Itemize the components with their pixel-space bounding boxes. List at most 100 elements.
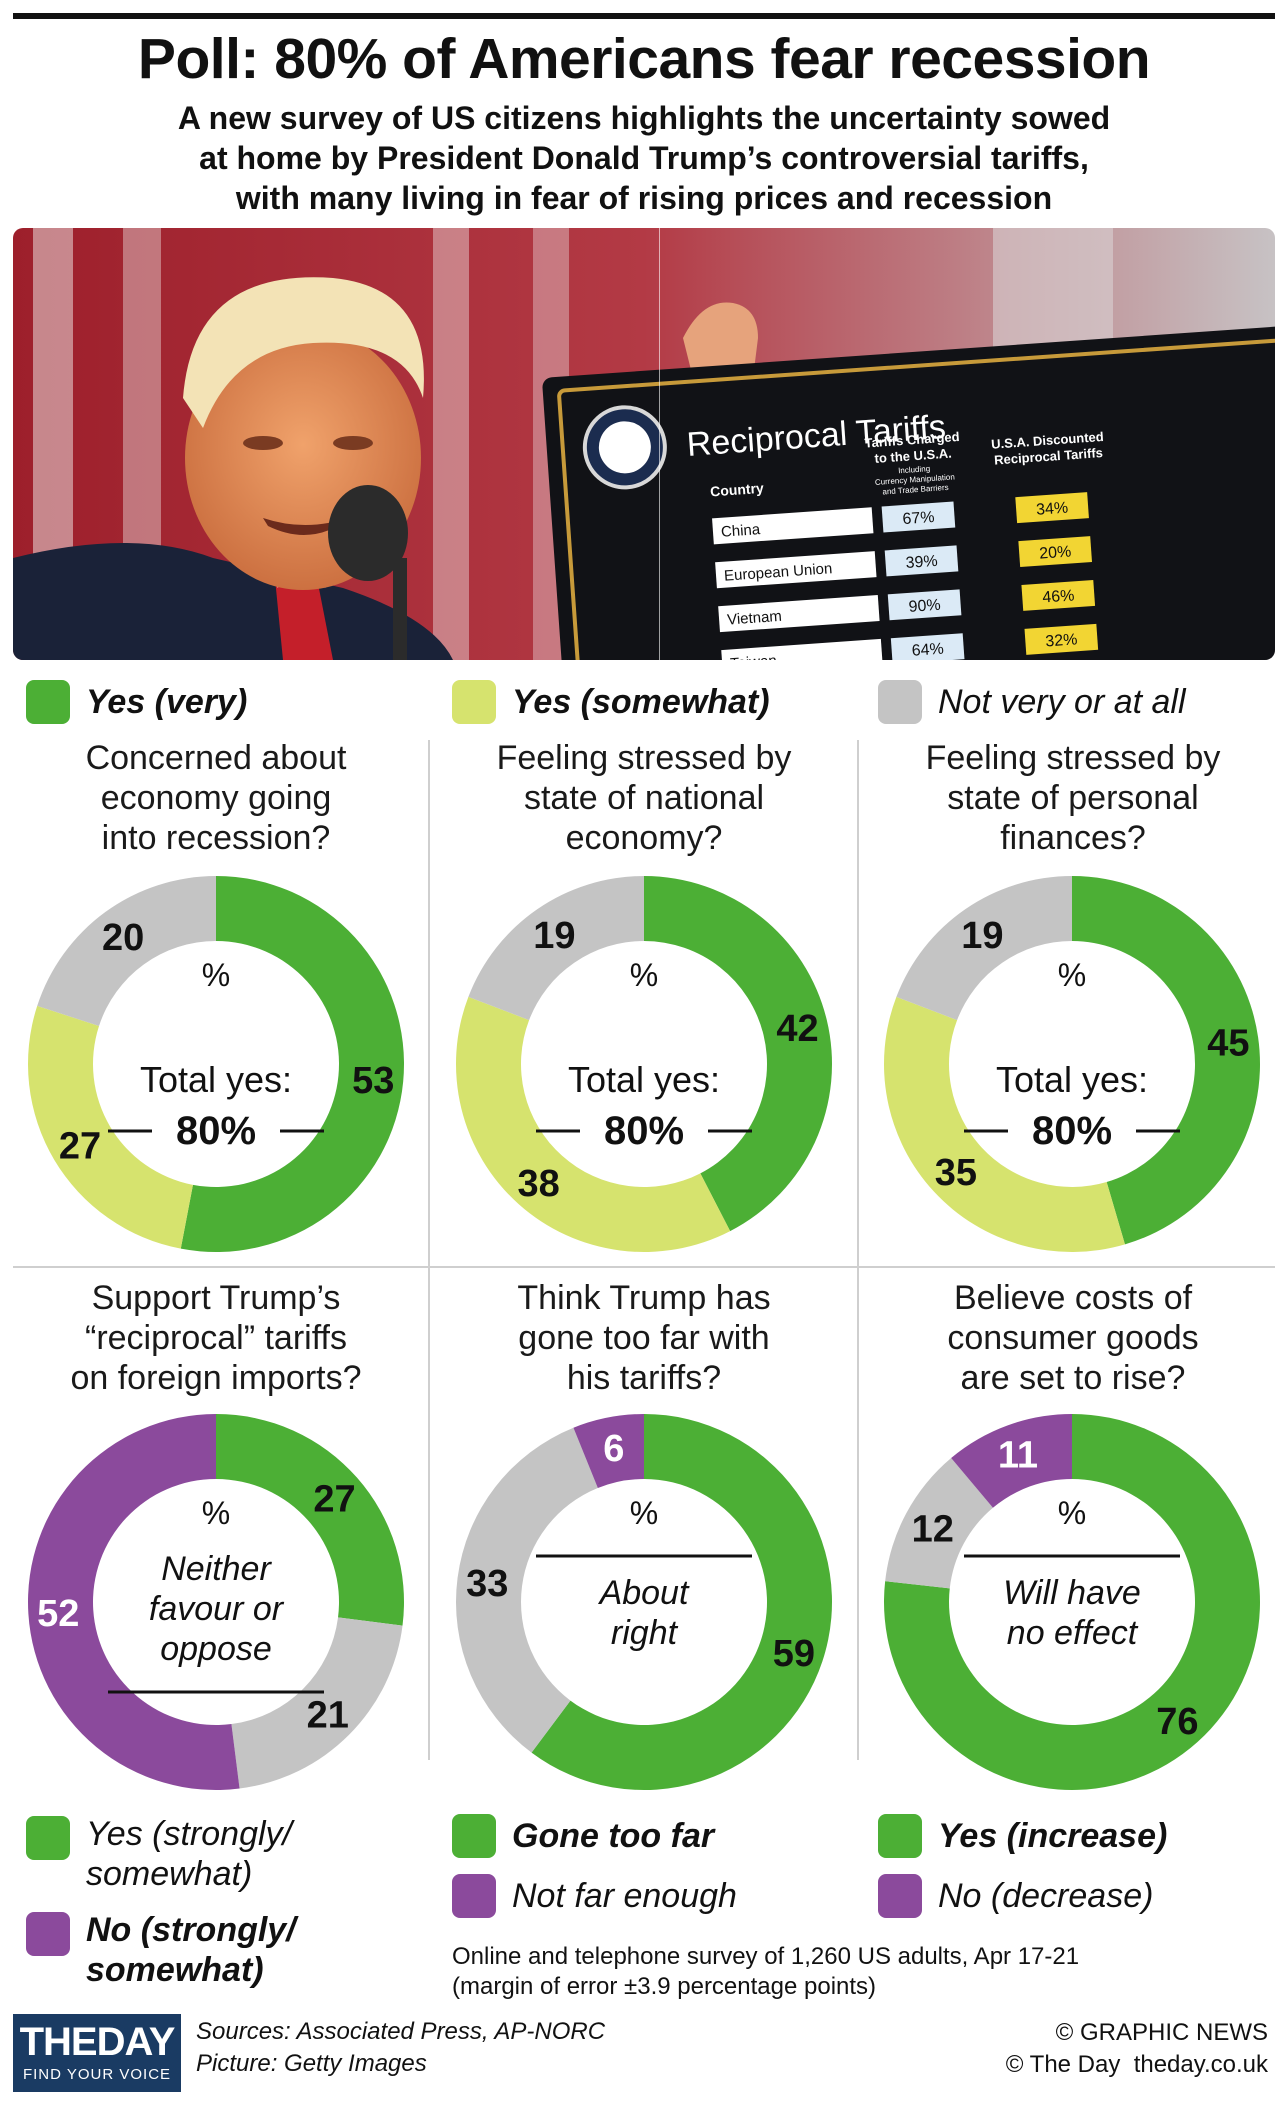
board-row-charged-box — [887, 589, 962, 621]
donut-slice — [896, 876, 1072, 1021]
legend-label: Yes (increase) — [938, 1817, 1168, 1855]
question-line: economy going — [100, 779, 332, 817]
legend-label: Yes (very) — [86, 683, 248, 721]
percent-unit-label: % — [1058, 957, 1086, 993]
donut-value-label: 27 — [59, 1125, 101, 1167]
question-4: Support Trump’s “reciprocal” tariffs on … — [0, 1278, 432, 1398]
photo: Reciprocal Tariffs Country Tariffs Charg… — [13, 228, 1275, 660]
percent-unit-label: % — [202, 957, 230, 993]
legend-swatch-green — [26, 1816, 70, 1860]
donut-value-label: 19 — [961, 915, 1003, 957]
legend-swatch-purple — [878, 1874, 922, 1918]
board-row: Taiwan 64% 32% — [721, 623, 1099, 660]
question-line: his tariffs? — [566, 1359, 722, 1397]
center-total-value: 80% — [176, 1109, 256, 1153]
question-line: Feeling stressed by — [925, 739, 1221, 777]
donut-value-label: 42 — [776, 1008, 818, 1050]
legend-swatch-green — [878, 1814, 922, 1858]
donut-value-label: 38 — [518, 1163, 560, 1205]
sources-text: Sources: Associated Press, AP-NORC — [196, 2018, 606, 2045]
donut-slice — [573, 1414, 644, 1488]
donut-value-label: 76 — [1156, 1701, 1198, 1743]
survey-note-line: Online and telephone survey of 1,260 US … — [452, 1943, 1080, 1970]
donut-slice — [216, 1414, 405, 1626]
question-line: Support Trump’s — [91, 1279, 341, 1317]
donut-value-label: 45 — [1207, 1023, 1249, 1065]
donut-slice — [951, 1414, 1072, 1508]
board-row-country-box — [712, 507, 874, 545]
board-row-discounted: 46% — [1042, 587, 1075, 606]
center-total-value: 80% — [604, 1109, 684, 1153]
donut-slice — [456, 1427, 598, 1753]
board-row-discounted: 32% — [1045, 631, 1078, 650]
board-row-country-box — [718, 595, 880, 633]
grid-divider-h — [13, 1266, 1275, 1268]
donut-slice — [456, 996, 731, 1252]
donut-slice — [884, 1414, 1260, 1790]
board-row: European Union 39% 20% — [715, 536, 1093, 589]
question-line: are set to rise? — [960, 1359, 1186, 1397]
question-6: Believe costs of consumer goods are set … — [857, 1278, 1288, 1398]
donut-slice — [180, 876, 405, 1252]
question-line: Think Trump has — [517, 1279, 771, 1317]
board-row-charged: 39% — [905, 553, 938, 572]
board-row-charged: 67% — [902, 509, 935, 528]
board-col-charged-3: Including — [898, 464, 931, 475]
donut-chart-national-economy: 42 38 19% Total yes: 80% — [456, 876, 832, 1252]
picture-credit: Picture: Getty Images — [196, 2050, 427, 2077]
legend-top-somewhat: Yes (somewhat) — [452, 680, 770, 724]
donut-slice — [468, 876, 644, 1021]
question-line: Concerned about — [85, 739, 347, 777]
percent-unit-label: % — [630, 957, 658, 993]
board-row-charged-box — [890, 633, 965, 660]
percent-unit-label: % — [1058, 1495, 1086, 1531]
question-line: gone too far with — [518, 1319, 770, 1357]
board-row-discounted: 20% — [1039, 543, 1072, 562]
legend-bottom-gone-too-far: Gone too far — [452, 1814, 714, 1858]
question-line: state of national — [523, 779, 765, 817]
subtitle-line-3: with many living in fear of rising price… — [235, 180, 1053, 216]
donut-value-label: 33 — [466, 1563, 508, 1605]
legend-line: somewhat) — [86, 1855, 253, 1893]
center-label-line: no effect — [1007, 1614, 1139, 1652]
question-line: “reciprocal” tariffs — [85, 1319, 347, 1357]
donut-value-label: 12 — [912, 1508, 954, 1550]
legend-label: Not very or at all — [938, 683, 1186, 721]
survey-note-line: (margin of error ±3.9 percentage points) — [452, 1973, 877, 2000]
donut-slice — [28, 1414, 240, 1790]
board-row-charged-box — [884, 545, 959, 577]
question-line: on foreign imports? — [70, 1359, 362, 1397]
donut-slice — [28, 1005, 193, 1249]
legend-swatch-purple — [452, 1874, 496, 1918]
logo-main: THEDAY — [19, 2020, 176, 2064]
center-label-line: Neither — [161, 1550, 272, 1588]
legend-label: No (decrease) — [938, 1877, 1154, 1915]
board-row-discounted-box — [1021, 579, 1096, 611]
question-2: Feeling stressed by state of national ec… — [428, 738, 860, 858]
center-total-value: 80% — [1032, 1109, 1112, 1153]
board-row-charged-box — [881, 501, 956, 533]
the-day-logo[interactable]: THEDAY FIND YOUR VOICE — [13, 2014, 181, 2092]
donut-slice — [231, 1617, 403, 1789]
legend-swatch-green — [26, 680, 70, 724]
legend-bottom-not-far-enough: Not far enough — [452, 1874, 737, 1918]
donut-value-label: 27 — [313, 1479, 355, 1521]
question-line: into recession? — [101, 819, 331, 857]
donut-slice — [1072, 876, 1260, 1245]
legend-swatch-grey — [878, 680, 922, 724]
center-label-line: Will have — [1003, 1574, 1141, 1612]
board-row-country: Taiwan — [730, 652, 778, 660]
legend-label: Yes (somewhat) — [512, 683, 770, 721]
board-row-country: Vietnam — [727, 608, 783, 629]
question-line: finances? — [1000, 819, 1146, 857]
legend-swatch-yellow — [452, 680, 496, 724]
percent-unit-label: % — [630, 1495, 658, 1531]
legend-bottom-no-strongly: No (strongly/ somewhat) — [26, 1910, 296, 1990]
legend-label: No (strongly/ somewhat) — [86, 1910, 296, 1990]
board-row-discounted-box — [1024, 623, 1099, 655]
question-3: Feeling stressed by state of personal fi… — [857, 738, 1288, 858]
question-line: consumer goods — [947, 1319, 1199, 1357]
center-label-line: Total yes: — [568, 1059, 720, 1100]
